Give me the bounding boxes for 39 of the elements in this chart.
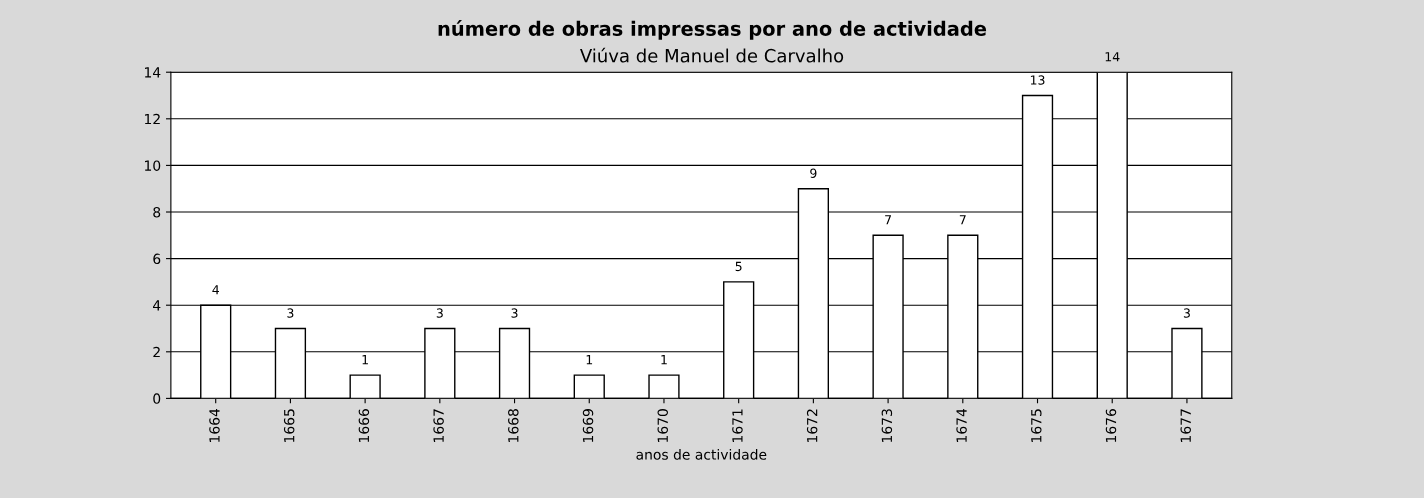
x-tick-label: 1673 (881, 409, 893, 442)
data-label: 14 (1105, 52, 1120, 62)
x-tick-label: 1676 (1105, 409, 1117, 442)
x-tick-label: 1667 (433, 409, 444, 442)
data-label: 1 (586, 355, 593, 365)
y-tick-label: 8 (153, 206, 161, 218)
data-label: 1 (362, 355, 368, 365)
x-tick-label: 1668 (508, 409, 519, 442)
x-tick-label: 1665 (283, 409, 295, 442)
data-label: 3 (511, 308, 518, 318)
y-tick-label: 12 (145, 113, 160, 125)
data-label: 4 (212, 285, 219, 295)
x-tick-label: 1671 (732, 409, 743, 442)
chart-subtitle: Viúva de Manuel de Carvalho (580, 47, 844, 63)
data-label: 3 (1183, 308, 1190, 318)
y-tick-label: 4 (153, 300, 161, 311)
x-tick-label: 1666 (358, 409, 370, 442)
x-tick-label: 1675 (1031, 409, 1042, 442)
x-tick-label: 1674 (956, 408, 967, 442)
data-label: 3 (436, 308, 443, 318)
data-label: 9 (810, 168, 817, 178)
y-tick-label: 0 (153, 393, 161, 404)
y-tick-label: 10 (145, 160, 161, 171)
x-tick-label: 1664 (209, 408, 220, 442)
x-tick-label: 1677 (1180, 409, 1191, 442)
data-label: 7 (885, 215, 891, 225)
x-axis-title: anos de actividade (636, 449, 767, 460)
data-label: 13 (1030, 75, 1045, 85)
x-tick-label: 1672 (806, 409, 818, 442)
data-label: 3 (287, 308, 294, 318)
data-label: 1 (661, 355, 667, 365)
data-label: 5 (735, 261, 742, 272)
y-tick-label: 6 (153, 253, 161, 265)
y-tick-label: 14 (145, 67, 161, 78)
x-tick-label: 1669 (582, 409, 594, 442)
x-tick-label: 1670 (657, 409, 668, 442)
data-label: 7 (959, 215, 966, 225)
y-tick-label: 2 (153, 346, 160, 358)
chart-title: número de obras impressas por ano de actividade (438, 20, 987, 40)
